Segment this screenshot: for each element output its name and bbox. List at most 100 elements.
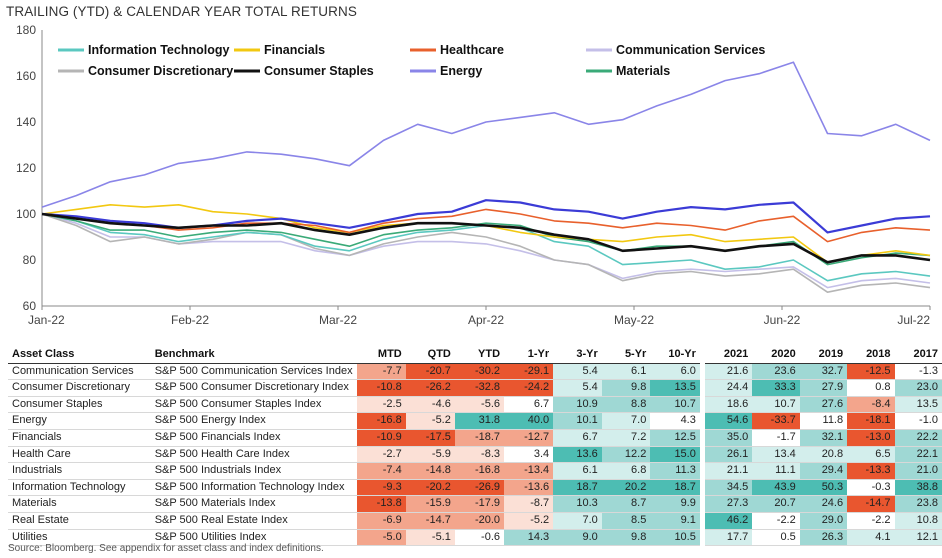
column-gap (699, 529, 705, 546)
table-body: Communication Services S&P 500 Communicat… (8, 363, 942, 547)
column-gap (699, 446, 705, 463)
calendar-return-cell: 23.8 (894, 495, 942, 513)
trailing-return-cell: 12.5 (650, 429, 700, 447)
x-tick-label: Mar-22 (319, 313, 357, 327)
calendar-return-cell: 38.8 (894, 479, 942, 497)
benchmark-cell: S&P 500 Materials Index (150, 495, 357, 513)
benchmark-cell: S&P 500 Real Estate Index (150, 512, 357, 530)
legend-label: Communication Services (616, 43, 765, 57)
trailing-return-cell: 9.9 (650, 495, 700, 513)
trailing-return-cell: -13.8 (356, 495, 406, 513)
trailing-return-cell: 9.1 (650, 512, 700, 530)
header-2019: 2019 (799, 347, 848, 364)
header-1yr: 1-Yr (504, 347, 554, 364)
table-row: Utilities S&P 500 Utilities Index -5.0 -5.1… (8, 529, 942, 547)
trailing-return-cell: -16.8 (454, 462, 505, 480)
trailing-return-cell: -26.9 (454, 479, 505, 497)
trailing-return-cell: -17.9 (454, 495, 505, 513)
calendar-return-cell: 32.7 (799, 363, 848, 381)
calendar-return-cell: 22.1 (894, 446, 942, 464)
trailing-return-cell: 5.4 (553, 379, 602, 397)
legend-label: Materials (616, 64, 670, 78)
trailing-return-cell: 14.3 (504, 529, 554, 547)
header-ytd: YTD (454, 347, 505, 364)
calendar-return-cell: 54.6 (704, 412, 753, 430)
trailing-return-cell: 9.8 (601, 529, 651, 547)
trailing-return-cell: 6.1 (601, 363, 651, 381)
calendar-return-cell: -2.2 (847, 512, 895, 530)
header-2021: 2021 (704, 347, 753, 364)
header-2017: 2017 (894, 347, 942, 364)
trailing-return-cell: -16.8 (356, 412, 406, 430)
calendar-return-cell: 20.8 (799, 446, 848, 464)
table-row: Consumer Discretionary S&P 500 Consumer D… (8, 379, 942, 397)
calendar-return-cell: -12.5 (847, 363, 895, 381)
column-gap (699, 379, 705, 397)
legend-label: Consumer Staples (264, 64, 374, 78)
trailing-return-cell: 9.0 (553, 529, 602, 547)
table-row: Communication Services S&P 500 Communicat… (8, 363, 942, 381)
series-line-financials (41, 204, 931, 264)
table-row: Real Estate S&P 500 Real Estate Index -6.9… (8, 512, 942, 530)
trailing-return-cell: -24.2 (504, 379, 554, 397)
trailing-return-cell: -13.4 (504, 462, 554, 480)
asset-class-cell: Materials (8, 495, 151, 513)
calendar-return-cell: 23.6 (752, 363, 800, 381)
calendar-return-cell: 0.5 (752, 529, 800, 547)
trailing-return-cell: -5.0 (356, 529, 406, 547)
trailing-return-cell: -32.8 (454, 379, 505, 397)
x-tick-label: Jan-22 (28, 313, 65, 327)
calendar-return-cell: -13.3 (847, 462, 895, 480)
trailing-return-cell: 11.3 (650, 462, 700, 480)
calendar-return-cell: -0.3 (847, 479, 895, 497)
trailing-return-cell: -4.6 (405, 396, 455, 414)
legend-label: Healthcare (440, 43, 504, 57)
legend-label: Financials (264, 43, 325, 57)
trailing-return-cell: 40.0 (504, 412, 554, 430)
trailing-return-cell: -8.3 (454, 446, 505, 464)
x-tick-label: Apr-22 (468, 313, 504, 327)
calendar-return-cell: -33.7 (752, 412, 800, 430)
benchmark-cell: S&P 500 Information Technology Index (150, 479, 357, 497)
table-header-row: Asset Class Benchmark MTD QTD YTD 1-Yr 3… (8, 347, 942, 364)
benchmark-cell: S&P 500 Consumer Staples Index (150, 396, 357, 414)
calendar-return-cell: 0.8 (847, 379, 895, 397)
y-tick-label: 80 (23, 253, 37, 267)
legend-label: Consumer Discretionary (88, 64, 233, 78)
trailing-return-cell: -30.2 (454, 363, 505, 381)
asset-class-cell: Industrials (8, 462, 151, 480)
trailing-return-cell: 15.0 (650, 446, 700, 464)
trailing-return-cell: -5.2 (405, 412, 455, 430)
trailing-return-cell: -26.2 (405, 379, 455, 397)
benchmark-cell: S&P 500 Financials Index (150, 429, 357, 447)
legend-label: Information Technology (88, 43, 229, 57)
asset-class-cell: Real Estate (8, 512, 151, 530)
asset-class-cell: Consumer Staples (8, 396, 151, 414)
calendar-return-cell: 26.1 (704, 446, 753, 464)
trailing-return-cell: 5.4 (553, 363, 602, 381)
trailing-return-cell: -2.5 (356, 396, 406, 414)
chart-legend: Information Technology Financials Healthca… (58, 43, 765, 78)
calendar-return-cell: 26.3 (799, 529, 848, 547)
trailing-return-cell: -29.1 (504, 363, 554, 381)
trailing-return-cell: -10.9 (356, 429, 406, 447)
y-tick-label: 140 (16, 115, 36, 129)
trailing-return-cell: -7.4 (356, 462, 406, 480)
table-row: Materials S&P 500 Materials Index -13.8 -15… (8, 495, 942, 513)
benchmark-cell: S&P 500 Consumer Discretionary Index (150, 379, 357, 397)
trailing-return-cell: 12.2 (601, 446, 651, 464)
trailing-return-cell: -0.6 (454, 529, 505, 547)
asset-class-cell: Health Care (8, 446, 151, 464)
calendar-return-cell: 10.8 (894, 512, 942, 530)
y-tick-label: 160 (16, 69, 36, 83)
chart-axes: 60 80 100 120 140 160 180 Jan-22 Feb-22 Mar-22 Apr… (16, 23, 931, 327)
trailing-return-cell: 13.6 (553, 446, 602, 464)
trailing-return-cell: 10.1 (553, 412, 602, 430)
trailing-return-cell: 8.7 (601, 495, 651, 513)
trailing-return-cell: 6.1 (553, 462, 602, 480)
benchmark-cell: S&P 500 Industrials Index (150, 462, 357, 480)
calendar-return-cell: 43.9 (752, 479, 800, 497)
x-tick-label: Jul-22 (897, 313, 930, 327)
calendar-return-cell: 17.7 (704, 529, 753, 547)
trailing-return-cell: -5.2 (504, 512, 554, 530)
